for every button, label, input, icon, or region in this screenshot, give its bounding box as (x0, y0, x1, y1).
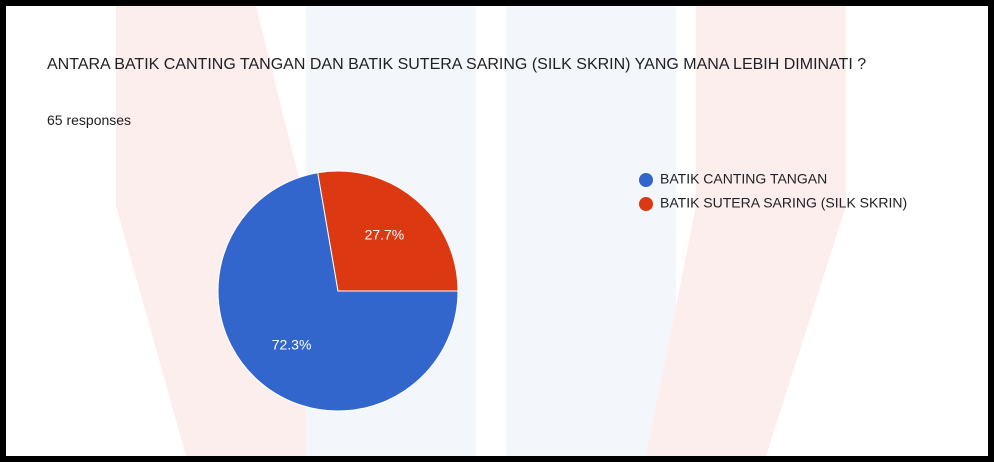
legend-label: BATIK SUTERA SARING (SILK SKRIN) (660, 195, 907, 211)
pie-slice (217, 172, 459, 412)
slice-label: 27.7% (365, 227, 405, 243)
chart-title: ANTARA BATIK CANTING TANGAN DAN BATIK SU… (47, 56, 867, 73)
legend-marker (639, 173, 653, 187)
legend-marker (639, 197, 653, 211)
legend-label: BATIK CANTING TANGAN (660, 171, 827, 187)
chart-subtitle: 65 responses (47, 112, 132, 128)
slice-label: 72.3% (272, 337, 312, 353)
chart: 72.3% 27.7% BATIK CANTING TANGAN BATIK SUTE… (217, 170, 907, 412)
pie-slice (317, 170, 459, 292)
card: ANTARA BATIK CANTING TANGAN DAN BATIK SU… (6, 6, 988, 456)
